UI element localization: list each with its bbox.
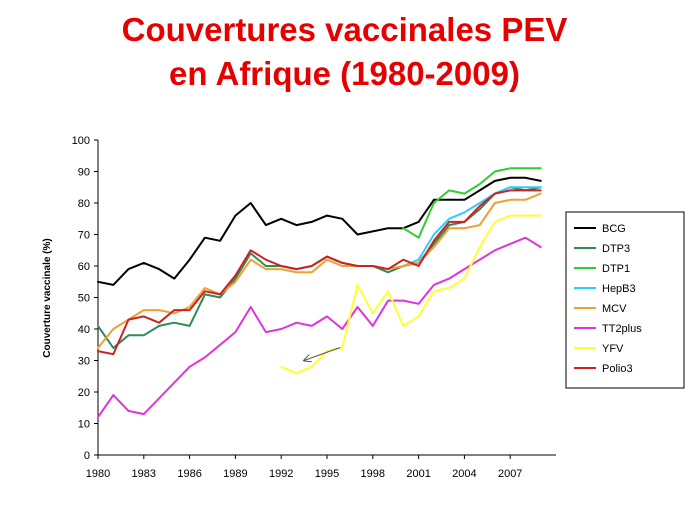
y-tick-label: 80 (78, 198, 90, 210)
y-tick-label: 20 (78, 387, 90, 399)
legend-label: HepB3 (602, 283, 636, 295)
y-tick-label: 70 (78, 230, 90, 242)
legend: BCG DTP3 DTP1 HepB3 MCV TT2plus YFV Polio3 (565, 211, 685, 389)
x-tick-label: 2001 (406, 468, 430, 480)
y-tick-label: 100 (72, 135, 90, 147)
tick-labels: 0 10 20 30 40 50 60 70 80 90 100 1980 1983 1986 1989 19… (72, 135, 523, 480)
legend-label: DTP1 (602, 263, 630, 275)
legend-label: DTP3 (602, 243, 630, 255)
x-tick-label: 1986 (177, 468, 201, 480)
y-tick-label: 50 (78, 293, 90, 305)
series-line-yfv (280, 214, 542, 375)
legend-label: BCG (602, 223, 626, 235)
legend-label: MCV (602, 303, 627, 315)
series-line-bcg (97, 176, 542, 286)
legend-box (565, 211, 685, 389)
legend-label: TT2plus (602, 323, 642, 335)
x-tick-label: 1992 (269, 468, 293, 480)
y-axis-title: Couverture vaccinale (%) (42, 238, 53, 358)
series-lines (97, 167, 542, 419)
legend-label: YFV (602, 343, 624, 355)
y-tick-label: 30 (78, 356, 90, 368)
page-title: Couvertures vaccinales PEV en Afrique (1… (0, 8, 689, 96)
legend-label: Polio3 (602, 363, 633, 375)
x-tick-label: 1989 (223, 468, 247, 480)
series-line-hepb3 (402, 186, 542, 267)
x-tick-label: 1995 (315, 468, 339, 480)
y-tick-label: 0 (84, 450, 90, 462)
x-tick-label: 2007 (498, 468, 522, 480)
title-line-1: Couvertures vaccinales PEV (121, 11, 568, 48)
x-tick-label: 2004 (452, 468, 476, 480)
annotation-arrow (304, 347, 341, 361)
series-line-tt2plus (97, 236, 542, 419)
series-line-dtp1 (402, 167, 542, 239)
x-tick-label: 1998 (361, 468, 385, 480)
series-line-polio3 (97, 189, 542, 356)
y-tick-label: 10 (78, 419, 90, 431)
x-tick-label: 1983 (132, 468, 156, 480)
y-tick-label: 40 (78, 324, 90, 336)
axes: Couverture vaccinale (%) (42, 140, 556, 456)
title-line-2: en Afrique (1980-2009) (169, 55, 520, 92)
y-tick-label: 60 (78, 261, 90, 273)
x-tick-label: 1980 (86, 468, 110, 480)
annotations (304, 347, 341, 361)
y-tick-label: 90 (78, 167, 90, 179)
